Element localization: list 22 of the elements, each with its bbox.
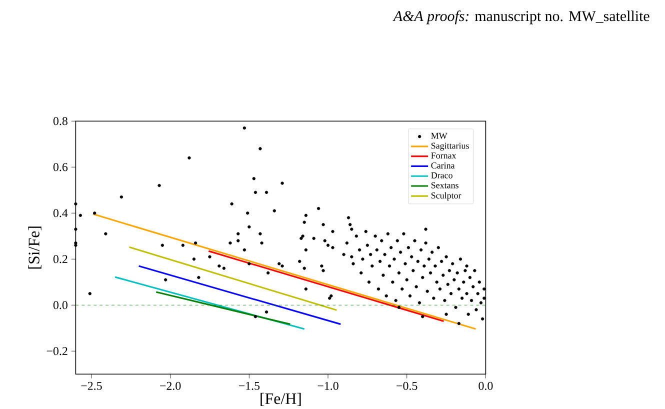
x-tick-label: 0.0 <box>478 382 493 390</box>
x-tick-label: −0.5 <box>396 382 418 390</box>
legend-label: Sextans <box>431 182 458 188</box>
y-tick-label: 0.0 <box>53 300 68 309</box>
legend-label: Draco <box>431 172 452 178</box>
y-tick-label: 0.6 <box>53 162 68 171</box>
legend-label: Carina <box>431 162 455 168</box>
x-tick-label: −1.5 <box>238 382 260 390</box>
legend-label: Fornax <box>431 152 456 158</box>
y-tick-label: 0.4 <box>53 208 68 217</box>
x-tick-label: −2.5 <box>81 382 102 390</box>
legend-label: Sculptor <box>431 192 462 200</box>
x-axis-title: [Fe/H] <box>260 392 301 406</box>
text: A&A proofs: manuscript no. MW_satellite <box>392 10 650 24</box>
y-tick-label: 0.8 <box>53 116 68 125</box>
y-axis-title: [Si/Fe] <box>28 226 42 268</box>
legend-label: MW <box>431 132 448 139</box>
x-tick-label: −2.0 <box>160 382 181 390</box>
y-tick-label: 0.2 <box>53 254 68 263</box>
y-tick-label: −0.2 <box>46 346 68 355</box>
legend-label: Sagittarius <box>431 142 469 150</box>
x-tick-label: −1.0 <box>318 382 338 390</box>
